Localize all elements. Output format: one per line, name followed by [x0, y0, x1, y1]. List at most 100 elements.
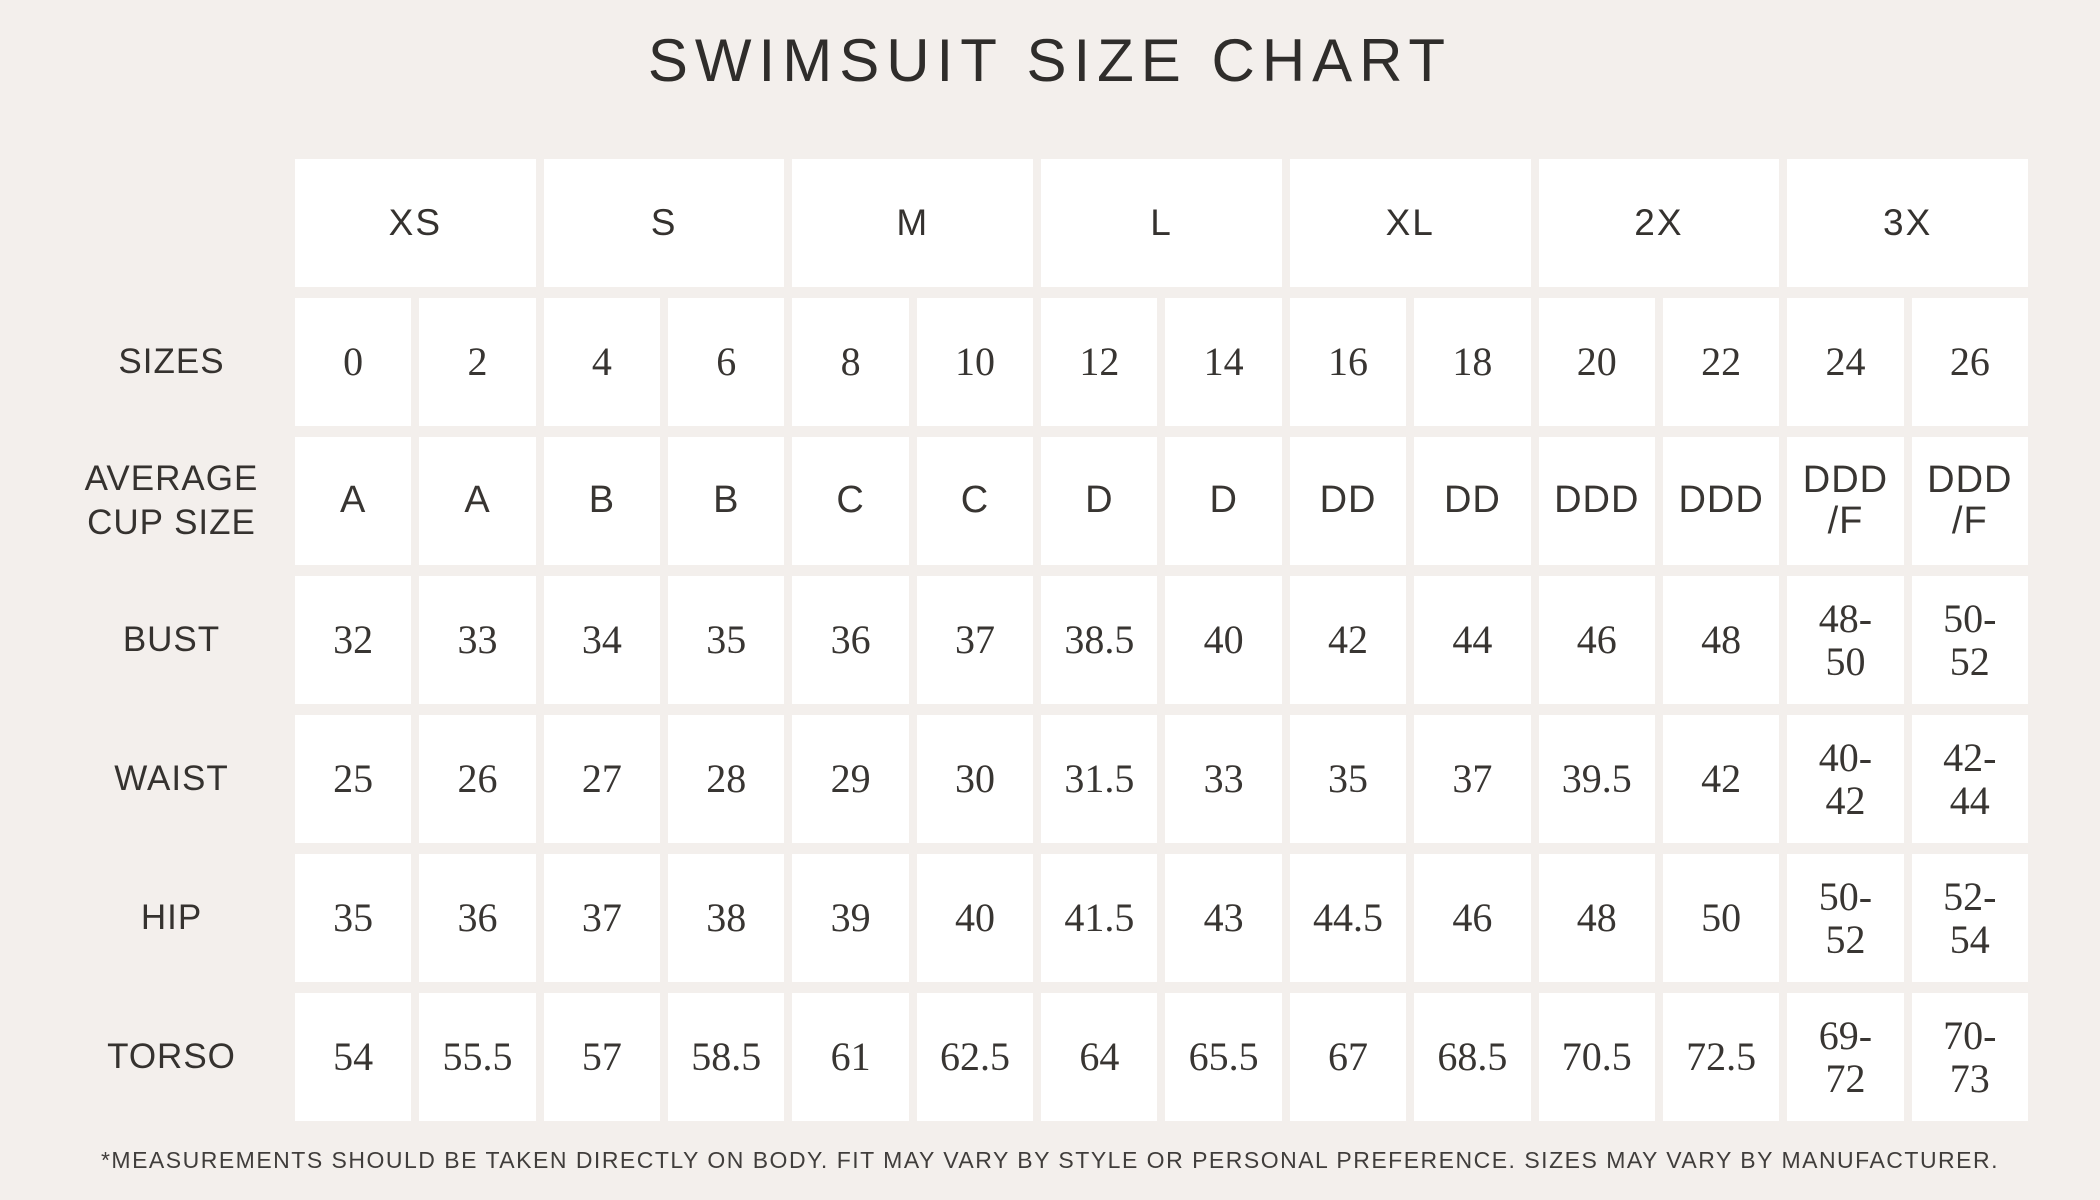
table-cell: A — [295, 437, 412, 565]
page-title: SWIMSUIT SIZE CHART — [647, 27, 1453, 94]
table-cell: A — [419, 437, 536, 565]
table-cell: 48 — [1662, 576, 1780, 704]
table-cell: 0 — [295, 298, 412, 426]
table-cell: DDD /F — [1911, 437, 2028, 565]
table-cell: 48- 50 — [1787, 576, 1904, 704]
table-cell: 38 — [668, 854, 785, 982]
column-group-header: XL — [1289, 159, 1531, 287]
table-cell: 61 — [792, 993, 909, 1121]
table-cell: 50- 52 — [1911, 576, 2028, 704]
table-cell: 12 — [1041, 298, 1158, 426]
table-cell: 16 — [1289, 298, 1407, 426]
table-cell: 35 — [295, 854, 412, 982]
table-cell: 72.5 — [1662, 993, 1780, 1121]
table-cell: 32 — [295, 576, 412, 704]
table-cell: 37 — [1414, 715, 1531, 843]
table-cell: 50- 52 — [1787, 854, 1904, 982]
table-cell: 65.5 — [1165, 993, 1282, 1121]
table-corner — [0, 159, 287, 287]
table-cell: 44 — [1414, 576, 1531, 704]
table-cell: 8 — [792, 298, 909, 426]
table-cell: 42 — [1289, 576, 1407, 704]
table-cell: 37 — [543, 854, 661, 982]
row-header: WAIST — [114, 759, 229, 799]
table-cell: B — [668, 437, 785, 565]
table-cell: 38.5 — [1041, 576, 1158, 704]
table-cell: 46 — [1414, 854, 1531, 982]
table-cell: C — [916, 437, 1034, 565]
row-header: HIP — [140, 898, 203, 938]
column-group-header: XS — [295, 159, 536, 287]
table-cell: DDD — [1662, 437, 1780, 565]
table-cell: 22 — [1662, 298, 1780, 426]
table-cell: DDD /F — [1787, 437, 1904, 565]
table-cell: 55.5 — [419, 993, 536, 1121]
table-cell: 37 — [916, 576, 1034, 704]
table-cell: 39.5 — [1538, 715, 1655, 843]
table-cell: 40 — [916, 854, 1034, 982]
table-cell: 25 — [295, 715, 412, 843]
column-group-header: M — [792, 159, 1034, 287]
table-cell: 10 — [916, 298, 1034, 426]
table-cell: D — [1041, 437, 1158, 565]
table-cell: D — [1165, 437, 1282, 565]
table-cell: 64 — [1041, 993, 1158, 1121]
column-group-header: 3X — [1787, 159, 2028, 287]
table-cell: 27 — [543, 715, 661, 843]
table-cell: 6 — [668, 298, 785, 426]
table-cell: 33 — [419, 576, 536, 704]
table-cell: 70.5 — [1538, 993, 1655, 1121]
table-cell: 35 — [1289, 715, 1407, 843]
table-cell: 20 — [1538, 298, 1655, 426]
table-cell: 4 — [543, 298, 661, 426]
table-cell: 42 — [1662, 715, 1780, 843]
table-cell: C — [792, 437, 909, 565]
size-chart-page: SWIMSUIT SIZE CHART XS S M L XL 2X 3X SIZES 0 2 4 6… — [0, 27, 2028, 1173]
table-cell: DD — [1414, 437, 1531, 565]
row-header: TORSO — [107, 1037, 236, 1077]
table-cell: 33 — [1165, 715, 1282, 843]
table-cell: 36 — [792, 576, 909, 704]
table-cell: 48 — [1538, 854, 1655, 982]
table-cell: 2 — [419, 298, 536, 426]
table-cell: 67 — [1289, 993, 1407, 1121]
table-cell: 39 — [792, 854, 909, 982]
table-cell: 46 — [1538, 576, 1655, 704]
table-cell: 68.5 — [1414, 993, 1531, 1121]
table-cell: DDD — [1538, 437, 1655, 565]
table-cell: 52- 54 — [1911, 854, 2028, 982]
table-cell: 30 — [916, 715, 1034, 843]
table-cell: 24 — [1787, 298, 1904, 426]
table-cell: 34 — [543, 576, 661, 704]
table-cell: 43 — [1165, 854, 1282, 982]
table-cell: 58.5 — [668, 993, 785, 1121]
table-cell: 18 — [1414, 298, 1531, 426]
table-cell: 62.5 — [916, 993, 1034, 1121]
row-header: BUST — [122, 620, 221, 660]
table-cell: 50 — [1662, 854, 1780, 982]
table-cell: 28 — [668, 715, 785, 843]
table-cell: DD — [1289, 437, 1407, 565]
table-cell: 36 — [419, 854, 536, 982]
table-cell: 40- 42 — [1787, 715, 1904, 843]
table-cell: 69- 72 — [1787, 993, 1904, 1121]
table-cell: 29 — [792, 715, 909, 843]
table-cell: 26 — [419, 715, 536, 843]
table-cell: 35 — [668, 576, 785, 704]
table-cell: 41.5 — [1041, 854, 1158, 982]
table-cell: 31.5 — [1041, 715, 1158, 843]
table-cell: 40 — [1165, 576, 1282, 704]
table-cell: B — [543, 437, 661, 565]
footnote: *MEASUREMENTS SHOULD BE TAKEN DIRECTLY O… — [100, 1147, 2000, 1173]
column-group-header: S — [543, 159, 785, 287]
table-cell: 54 — [295, 993, 412, 1121]
table-cell: 14 — [1165, 298, 1282, 426]
table-cell: 57 — [543, 993, 661, 1121]
table-cell: 70- 73 — [1911, 993, 2028, 1121]
size-chart-table: XS S M L XL 2X 3X SIZES 0 2 4 6 8 10 12 14 16 18 20 22 24 26 A… — [0, 159, 2028, 1121]
column-group-header: L — [1041, 159, 1282, 287]
column-group-header: 2X — [1538, 159, 1780, 287]
row-header: AVERAGE CUP SIZE — [84, 459, 259, 542]
table-cell: 26 — [1911, 298, 2028, 426]
table-cell: 44.5 — [1289, 854, 1407, 982]
